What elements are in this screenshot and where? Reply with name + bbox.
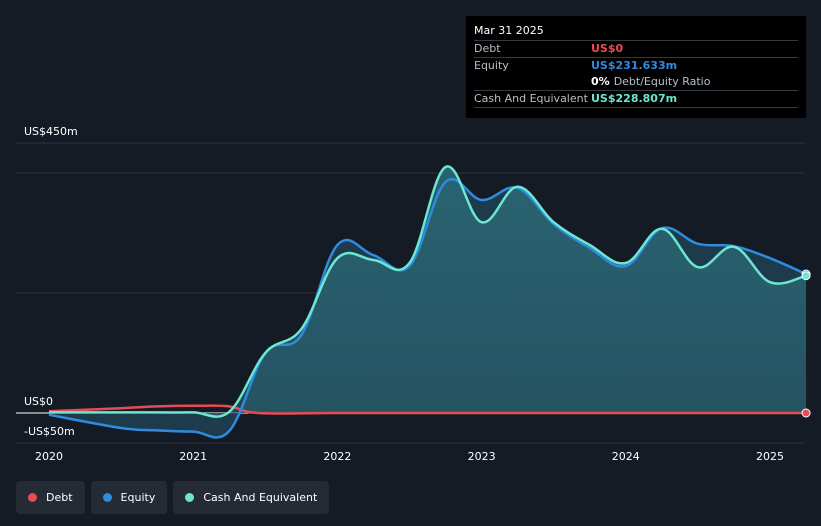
x-tick-label: 2022 bbox=[323, 450, 351, 463]
x-tick-label: 2021 bbox=[179, 450, 207, 463]
legend-cash-label: Cash And Equivalent bbox=[203, 491, 318, 504]
tooltip-cash-label: Cash And Equivalent bbox=[474, 92, 588, 105]
y-tick-label: US$0 bbox=[24, 395, 53, 408]
legend-item-debt[interactable]: Debt bbox=[16, 481, 85, 514]
tooltip-equity-label: Equity bbox=[474, 59, 509, 72]
tooltip-debt-label: Debt bbox=[474, 42, 501, 55]
legend-debt-label: Debt bbox=[46, 491, 73, 504]
tooltip-row-cash: Cash And Equivalent US$228.807m bbox=[474, 90, 798, 107]
y-tick-label: US$450m bbox=[24, 125, 78, 138]
x-tick-label: 2025 bbox=[756, 450, 784, 463]
x-axis-labels: 2020 2021 2022 2023 2024 2025 bbox=[35, 450, 784, 463]
x-tick-label: 2023 bbox=[468, 450, 496, 463]
cash-line bbox=[48, 165, 807, 418]
tooltip-row-ratio: 0% Debt/Equity Ratio bbox=[474, 74, 798, 90]
equity-dot-icon bbox=[102, 493, 112, 502]
tooltip-equity-value: US$231.633m bbox=[591, 59, 678, 72]
cash-area-fill bbox=[49, 166, 807, 417]
tooltip-ratio-label: Debt/Equity Ratio bbox=[613, 75, 711, 88]
equity-line bbox=[48, 178, 807, 439]
tooltip-panel: Mar 31 2025 Debt US$0 Equity US$231.633m… bbox=[466, 16, 806, 118]
tooltip-row-equity: Equity US$231.633m bbox=[474, 57, 798, 74]
tooltip-ratio-value: 0% bbox=[591, 75, 610, 88]
chart-legend: Debt Equity Cash And Equivalent bbox=[16, 481, 330, 514]
y-tick-label: -US$50m bbox=[24, 425, 75, 438]
tooltip-cash-value: US$228.807m bbox=[591, 92, 678, 105]
y-axis-labels: US$450m US$0 -US$50m bbox=[24, 125, 78, 438]
series-lines bbox=[48, 165, 807, 439]
cash-dot-icon bbox=[185, 493, 195, 502]
x-tick-label: 2020 bbox=[35, 450, 63, 463]
legend-item-equity[interactable]: Equity bbox=[90, 481, 168, 514]
cash-area bbox=[49, 166, 807, 438]
legend-item-cash[interactable]: Cash And Equivalent bbox=[173, 481, 330, 514]
tooltip-bottom-divider bbox=[474, 107, 798, 109]
tooltip-date: Mar 31 2025 bbox=[474, 24, 544, 37]
tooltip-debt-value: US$0 bbox=[591, 42, 624, 55]
end-markers bbox=[801, 269, 811, 418]
cash-end-marker bbox=[801, 271, 811, 281]
debt-end-marker bbox=[801, 408, 811, 418]
debt-dot-icon bbox=[28, 493, 37, 502]
tooltip-ratio-spacer bbox=[474, 74, 591, 90]
tooltip-row-debt: Debt US$0 bbox=[474, 40, 798, 57]
x-tick-label: 2024 bbox=[612, 450, 640, 463]
legend-equity-label: Equity bbox=[120, 491, 156, 504]
debt-line bbox=[48, 404, 807, 415]
